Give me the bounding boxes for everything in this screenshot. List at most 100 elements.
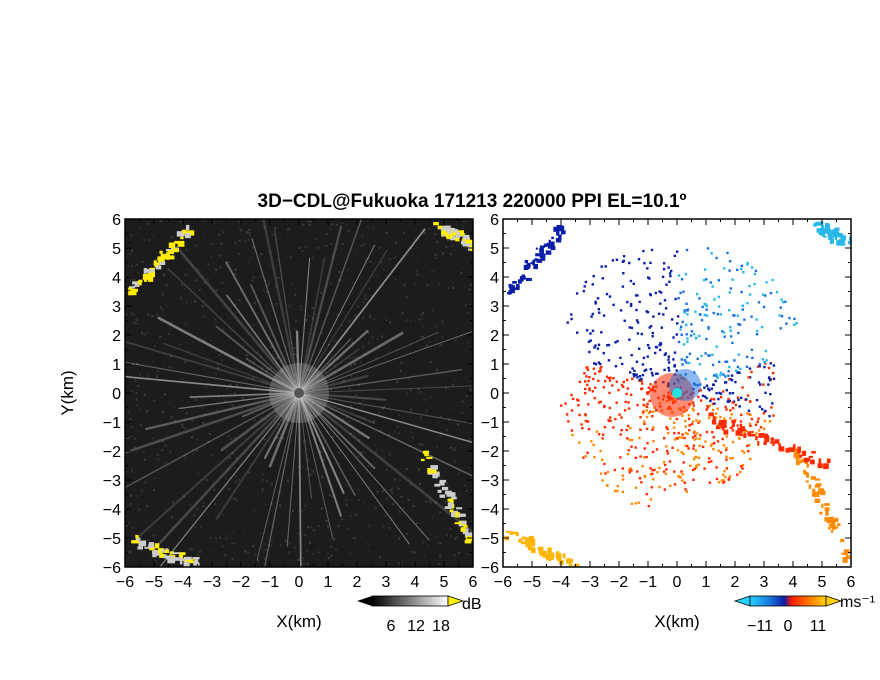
x-tick-label: 5 — [440, 574, 449, 591]
snr-echo-cell — [437, 489, 442, 493]
velocity-cell — [673, 364, 676, 367]
snr-noise-cell — [199, 526, 202, 529]
velocity-cell — [637, 258, 641, 261]
velocity-echo-cell — [548, 555, 552, 562]
velocity-cell — [728, 365, 731, 369]
snr-noise-cell — [312, 387, 315, 390]
snr-noise-cell — [301, 249, 304, 252]
snr-noise-cell — [356, 415, 359, 418]
y-tick-label: −3 — [103, 473, 121, 490]
snr-noise-cell — [185, 412, 188, 415]
velocity-cell — [755, 318, 758, 321]
snr-noise-cell — [235, 384, 238, 387]
velocity-cell — [745, 365, 749, 368]
velocity-cell — [571, 397, 575, 401]
snr-colorbar-tick: 6 — [387, 618, 396, 635]
velocity-cell — [587, 428, 591, 431]
velocity-cell — [584, 380, 587, 383]
snr-noise-cell — [385, 232, 388, 234]
snr-noise-cell — [291, 298, 294, 301]
velocity-cell — [737, 323, 740, 326]
snr-noise-cell — [133, 510, 136, 513]
snr-noise-cell — [451, 383, 454, 386]
snr-noise-cell — [337, 263, 340, 266]
snr-noise-cell — [396, 380, 399, 383]
velocity-cell — [741, 308, 744, 311]
snr-noise-cell — [153, 516, 155, 519]
snr-noise-cell — [261, 417, 264, 420]
snr-noise-cell — [375, 311, 378, 314]
snr-noise-cell — [378, 345, 380, 348]
velocity-cell — [570, 393, 573, 397]
snr-noise-cell — [426, 284, 429, 287]
snr-noise-cell — [286, 479, 289, 482]
snr-noise-cell — [420, 418, 423, 421]
velocity-cell — [638, 477, 642, 480]
velocity-cell — [616, 484, 619, 488]
snr-noise-cell — [239, 303, 242, 306]
velocity-cell — [717, 305, 721, 308]
snr-noise-cell — [421, 351, 424, 354]
velocity-cell — [601, 277, 604, 280]
snr-noise-cell — [252, 361, 255, 364]
snr-noise-cell — [291, 283, 294, 286]
velocity-cell — [685, 302, 688, 305]
velocity-cell — [638, 347, 641, 350]
velocity-cell — [769, 393, 772, 396]
snr-noise-cell — [165, 304, 168, 307]
velocity-echo-cell — [828, 236, 834, 240]
snr-noise-cell — [235, 499, 238, 502]
snr-noise-cell — [326, 233, 328, 236]
snr-echo-cell — [174, 557, 183, 561]
snr-noise-cell — [306, 370, 309, 373]
snr-noise-cell — [280, 490, 283, 493]
velocity-cell — [734, 369, 738, 372]
snr-noise-cell — [260, 532, 263, 535]
snr-noise-cell — [340, 324, 343, 327]
snr-noise-cell — [356, 239, 359, 241]
snr-noise-cell — [423, 242, 426, 245]
snr-noise-cell — [244, 384, 247, 387]
snr-noise-cell — [243, 451, 246, 454]
velocity-echo-cell — [796, 460, 802, 464]
snr-noise-cell — [435, 494, 438, 497]
velocity-cell — [658, 290, 661, 293]
snr-noise-cell — [268, 281, 271, 284]
snr-noise-cell — [252, 233, 254, 236]
snr-noise-cell — [129, 417, 132, 420]
snr-noise-cell — [404, 400, 407, 403]
velocity-cell — [749, 413, 752, 416]
snr-noise-cell — [250, 416, 253, 419]
velocity-cell — [733, 359, 736, 362]
snr-noise-cell — [162, 273, 165, 276]
snr-noise-cell — [336, 247, 339, 250]
snr-noise-cell — [434, 233, 437, 235]
snr-noise-cell — [169, 385, 172, 388]
velocity-cell — [750, 370, 753, 374]
velocity-cell — [592, 367, 595, 370]
snr-noise-cell — [359, 416, 362, 419]
velocity-cell — [705, 304, 708, 308]
velocity-cell — [641, 465, 644, 468]
snr-noise-cell — [388, 453, 391, 456]
snr-noise-cell — [135, 322, 138, 325]
snr-noise-cell — [288, 227, 291, 230]
snr-noise-cell — [351, 282, 354, 284]
snr-noise-cell — [303, 301, 306, 304]
velocity-cell — [585, 329, 589, 332]
snr-noise-cell — [336, 428, 339, 431]
snr-noise-cell — [180, 475, 183, 478]
snr-noise-cell — [437, 399, 440, 402]
snr-noise-cell — [431, 349, 434, 352]
velocity-cell — [731, 401, 734, 404]
snr-streak — [264, 392, 300, 567]
snr-noise-cell — [395, 232, 398, 234]
snr-noise-cell — [389, 329, 392, 331]
x-tick-label: 0 — [673, 574, 682, 591]
snr-noise-cell — [222, 451, 225, 454]
velocity-cell — [604, 472, 607, 475]
snr-noise-cell — [444, 340, 447, 343]
snr-noise-cell — [136, 519, 139, 522]
velocity-echo-cell — [721, 422, 727, 428]
